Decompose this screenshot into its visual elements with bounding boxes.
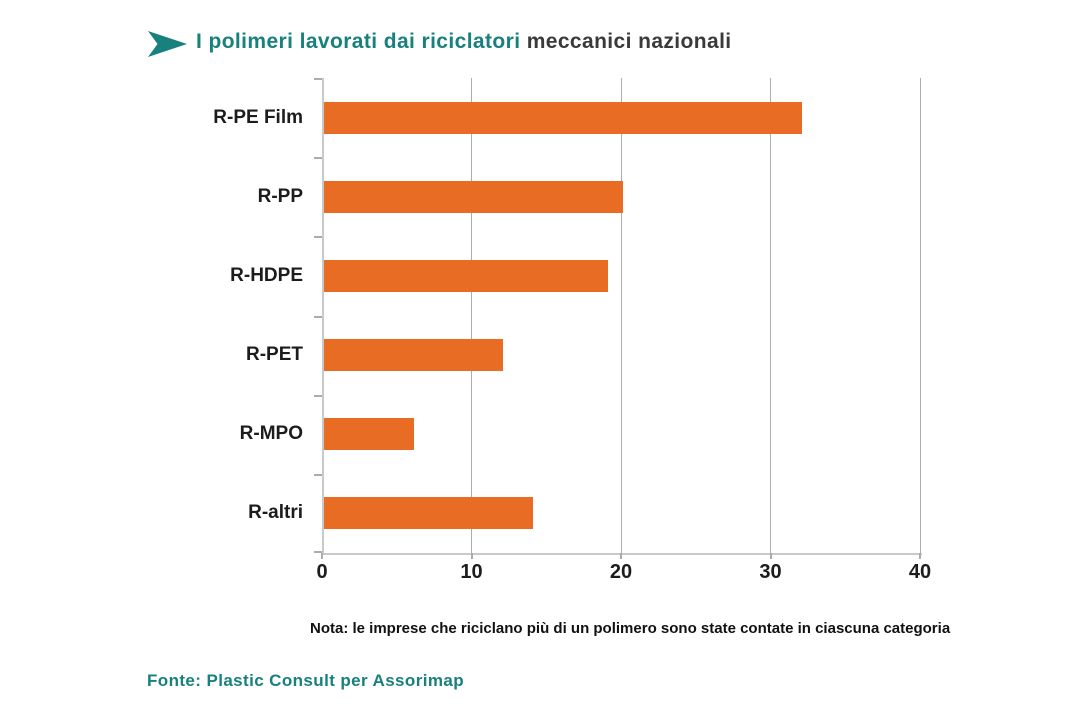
page-title: I polimeri lavorati dai riciclatori mecc… (196, 26, 732, 58)
bar-r-altri (324, 497, 534, 530)
y-axis-tick (314, 395, 322, 397)
x-axis-tick-10 (470, 553, 473, 559)
x-axis-tick-0 (321, 553, 323, 559)
bar-r-pet (324, 339, 504, 372)
category-label-r-pp: R-PP (257, 185, 303, 207)
bar-r-pe-film (324, 101, 803, 134)
gridline-x10 (471, 78, 472, 553)
x-tick-label-10: 10 (460, 561, 483, 583)
gridline-x20 (620, 78, 622, 553)
y-axis-tick (314, 551, 322, 553)
category-label-r-mpo: R-MPO (239, 423, 303, 445)
gridline-x30 (770, 78, 771, 553)
bar-r-hdpe (324, 259, 609, 292)
x-axis-tick-30 (769, 553, 772, 559)
x-tick-label-30: 30 (759, 561, 782, 583)
x-axis-tick-20 (620, 553, 622, 559)
bar-r-pp (324, 180, 623, 213)
plot-area (322, 78, 922, 555)
y-axis-tick (314, 236, 322, 238)
chart-note: Nota: le imprese che riciclano più di un… (310, 620, 951, 637)
y-axis-tick (314, 474, 322, 476)
category-label-r-pe-film: R-PE Film (213, 106, 303, 128)
y-axis-tick (314, 78, 322, 80)
x-tick-label-0: 0 (316, 561, 328, 583)
bar-r-mpo (324, 418, 414, 451)
category-label-r-hdpe: R-HDPE (230, 264, 303, 286)
x-axis-tick-40 (919, 553, 921, 559)
category-label-r-altri: R-altri (248, 502, 303, 524)
y-axis-tick (314, 157, 322, 159)
gridline-x40 (919, 78, 921, 553)
x-tick-label-20: 20 (609, 561, 633, 583)
source-credit: Fonte: Plastic Consult per Assorimap (147, 671, 464, 690)
y-axis-tick (314, 316, 322, 318)
category-label-r-pet: R-PET (246, 344, 303, 366)
x-tick-label-40: 40 (908, 561, 932, 583)
page-title-primary: I polimeri lavorati dai riciclatori (196, 30, 521, 53)
right-arrowhead-icon (148, 30, 188, 63)
page-title-secondary: meccanici nazionali (526, 30, 732, 53)
